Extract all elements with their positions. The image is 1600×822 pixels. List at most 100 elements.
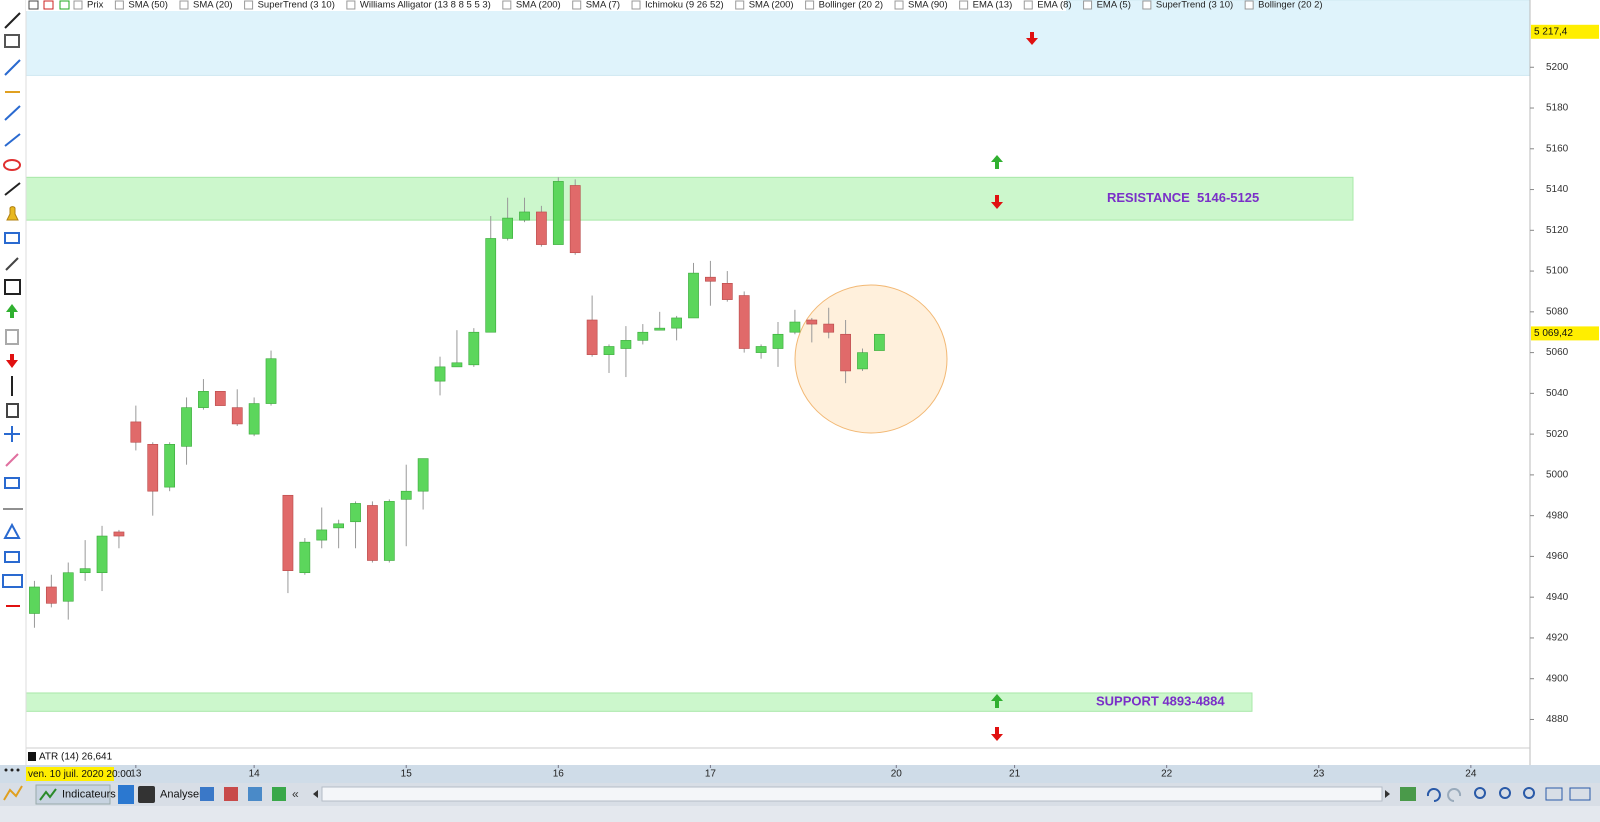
indicator-checkbox[interactable] [805, 0, 815, 10]
menu-dot[interactable] [4, 768, 8, 772]
tool-icon[interactable] [272, 787, 286, 801]
indicator-checkbox[interactable] [73, 0, 83, 10]
up-arrow [991, 155, 1003, 169]
indicator-label[interactable]: SuperTrend (3 10) [258, 0, 335, 11]
x-tick-label: 23 [1313, 769, 1325, 780]
ellipse-tool[interactable] [3, 159, 21, 171]
candle-up [265, 358, 277, 404]
menu-dot[interactable] [16, 768, 20, 772]
indicator-checkbox[interactable] [894, 0, 904, 10]
analyse-icon[interactable] [138, 786, 155, 803]
indicator-checkbox[interactable] [631, 0, 641, 10]
candle-up [29, 586, 40, 614]
indicator-label[interactable]: SMA (200) [749, 0, 794, 11]
zoom-out-icon[interactable] [1499, 787, 1511, 799]
trash-tool[interactable] [6, 403, 19, 418]
tool[interactable] [4, 232, 20, 244]
tool[interactable] [4, 34, 20, 48]
indicator-label[interactable]: Bollinger (20 2) [1258, 0, 1322, 11]
indicator-label[interactable]: EMA (13) [973, 0, 1013, 11]
down-arrow [1026, 32, 1038, 45]
tool-icon[interactable] [1400, 787, 1416, 801]
indicator-label[interactable]: SMA (90) [908, 0, 948, 11]
indicator-bar [26, 0, 1066, 11]
indicator-label[interactable]: SMA (20) [193, 0, 233, 11]
tool-icon[interactable] [224, 787, 238, 801]
tool-icon[interactable] [1569, 787, 1591, 801]
scroll-arrow[interactable] [1385, 790, 1390, 798]
redo-icon[interactable] [1447, 788, 1462, 802]
down-arrow-tool[interactable] [6, 354, 18, 368]
zone-label: RESISTANCE 5146-5125 [1107, 190, 1259, 205]
candle-up [417, 458, 429, 492]
tool[interactable] [4, 477, 20, 489]
indicator-label[interactable]: Ichimoku (9 26 52) [645, 0, 724, 11]
indicator-label[interactable]: SMA (7) [586, 0, 620, 11]
move-tool[interactable] [4, 426, 20, 442]
indicator-label[interactable]: SMA (50) [128, 0, 168, 11]
zoom-icon[interactable] [1474, 787, 1486, 799]
candle-up [485, 238, 497, 333]
button-label: Analyser [160, 788, 203, 800]
tool[interactable] [3, 785, 23, 801]
indicator-checkbox[interactable] [1083, 0, 1093, 10]
tool[interactable] [4, 105, 21, 121]
indicator-checkbox[interactable] [346, 0, 356, 10]
indicator-checkbox[interactable] [1142, 0, 1152, 10]
zoom-in-icon[interactable] [1523, 787, 1535, 799]
up-arrow-tool[interactable] [6, 304, 18, 318]
share-button[interactable] [118, 785, 134, 804]
x-tick-label: 21 [1009, 769, 1021, 780]
scrollbar[interactable] [321, 786, 1383, 802]
indicator-checkbox[interactable] [735, 0, 745, 10]
down-icon[interactable] [43, 0, 54, 10]
tool[interactable] [5, 257, 19, 271]
scroll-left[interactable]: « [292, 787, 299, 801]
y-axis: 4880 4900 4920 4940 4960 4980 5000 5020 5040 5060… [1530, 24, 1599, 725]
indicator-checkbox[interactable] [179, 0, 189, 10]
price-marker [1531, 24, 1599, 39]
alert-tool[interactable] [6, 206, 19, 221]
line-tool[interactable] [4, 12, 21, 29]
tool[interactable] [2, 574, 23, 588]
tool-icon[interactable] [248, 787, 262, 801]
up-icon[interactable] [59, 0, 70, 10]
tool[interactable] [3, 522, 21, 539]
candle-down [130, 421, 142, 443]
tool[interactable] [4, 59, 21, 76]
tool[interactable] [5, 453, 19, 467]
tool[interactable] [5, 329, 19, 345]
candle-up [316, 529, 328, 541]
indicator-label[interactable]: Williams Alligator (13 8 8 5 5 3) [360, 0, 491, 11]
indicator-checkbox[interactable] [1244, 0, 1254, 10]
tool-icon[interactable] [200, 787, 214, 801]
indicator-label[interactable]: Bollinger (20 2) [819, 0, 883, 11]
indicator-checkbox[interactable] [502, 0, 512, 10]
indicator-checkbox[interactable] [244, 0, 254, 10]
scroll-arrow[interactable] [313, 790, 318, 798]
indicator-label[interactable]: SMA (200) [516, 0, 561, 11]
indicator-checkbox[interactable] [572, 0, 582, 10]
text-tool[interactable] [4, 279, 21, 295]
indicator-label[interactable]: EMA (8) [1037, 0, 1071, 11]
indicator-checkbox[interactable] [114, 0, 124, 10]
indicator-label[interactable]: Prix [87, 0, 104, 11]
candle-down [721, 283, 733, 300]
arrow-tool[interactable] [4, 182, 21, 196]
menu-dot[interactable] [10, 768, 14, 772]
tool[interactable] [4, 551, 20, 563]
price-marker-label: 5 217,4 [1534, 26, 1568, 37]
undo-icon[interactable] [1426, 788, 1441, 802]
indicator-checkbox[interactable] [959, 0, 969, 10]
zones: RESISTANCE 5146-5125 SUPPORT 4893-4884 [25, 0, 1531, 712]
indicator-label[interactable]: SuperTrend (3 10) [1156, 0, 1233, 11]
y-tick-label: 4960 [1546, 551, 1569, 562]
indicator-checkbox[interactable] [1023, 0, 1033, 10]
tool-icon[interactable] [1545, 787, 1563, 801]
tool[interactable] [4, 133, 21, 147]
x-tick-label: 16 [553, 769, 565, 780]
indicator-label[interactable]: EMA (5) [1097, 0, 1131, 11]
window-icon[interactable] [28, 0, 39, 10]
